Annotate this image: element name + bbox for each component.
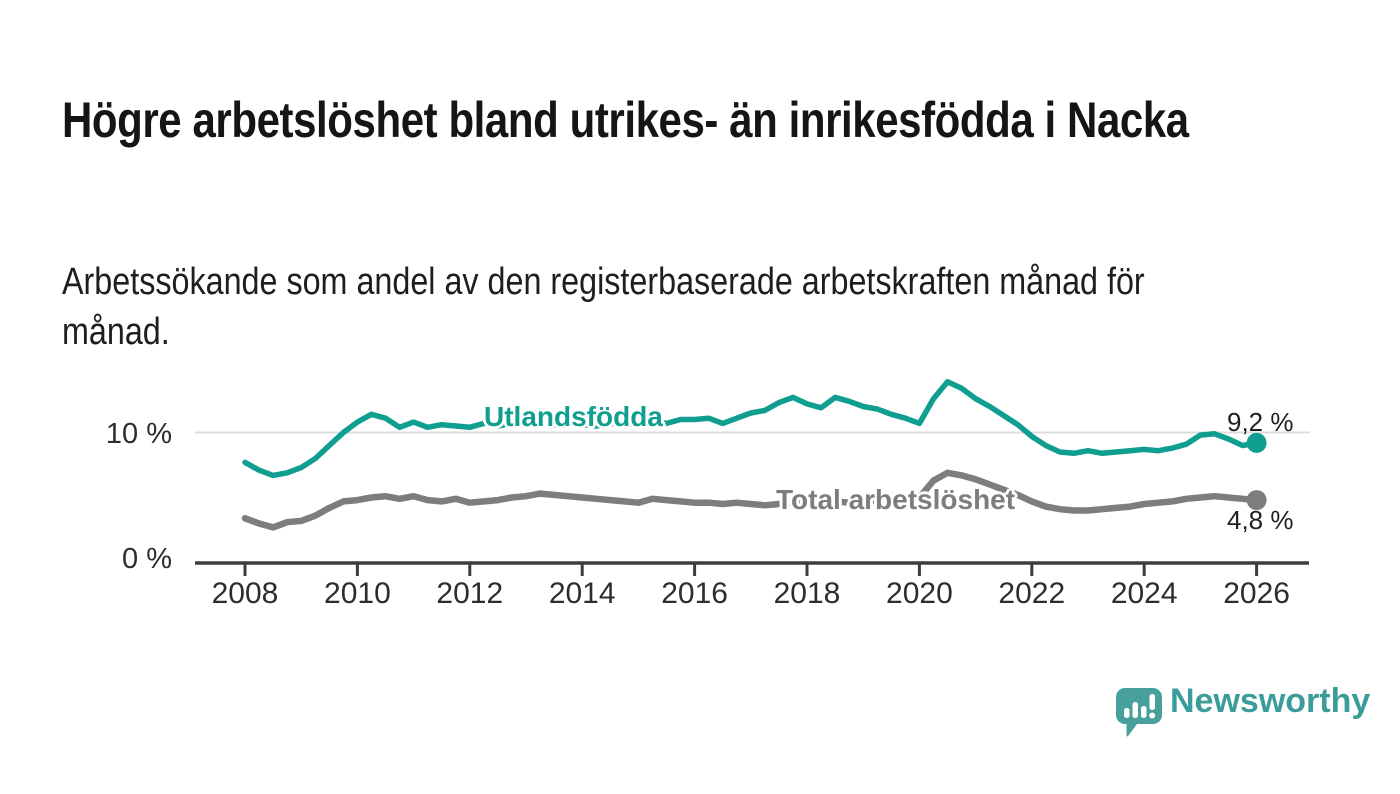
end-value-label-utlandsfodda: 9,2 % [1227,407,1294,437]
y-tick-label-10: 10 % [105,418,172,450]
x-tick-label: 2008 [211,577,279,610]
series-label-utlandsfodda: Utlandsfödda [484,401,663,432]
x-tick-label: 2020 [886,577,953,610]
x-tick-label: 2016 [661,577,728,610]
series-label-total-arbetsloshet: Total arbetslöshet [776,484,1016,515]
x-tick-label: 2026 [1223,577,1290,610]
page-title: Högre arbetslöshet bland utrikes- än inr… [62,91,1189,148]
x-tick-label: 2024 [1110,577,1178,610]
series-end-dot-total-arbetsloshet [1246,490,1267,511]
series-end-dot-utlandsfodda [1246,432,1267,453]
x-tick-label: 2014 [548,577,616,610]
end-value-label-total-arbetsloshet: 4,8 % [1227,505,1294,535]
x-tick-label: 2010 [324,577,391,610]
y-tick-label-0: 0 % [122,543,172,575]
x-tick-label: 2018 [773,577,841,610]
x-tick-label: 2022 [998,577,1066,610]
x-tick-label: 2012 [436,577,504,610]
series-line-utlandsfodda [242,379,1260,479]
newsworthy-wordmark: Newsworthy [1170,682,1371,720]
series-line-total-arbetsloshet [241,469,1260,531]
newsworthy-logo: Newsworthy [1114,684,1370,747]
page-subtitle: Arbetssökande som andel av den registerb… [62,261,1145,353]
newsworthy-bubble-icon [1116,688,1162,737]
